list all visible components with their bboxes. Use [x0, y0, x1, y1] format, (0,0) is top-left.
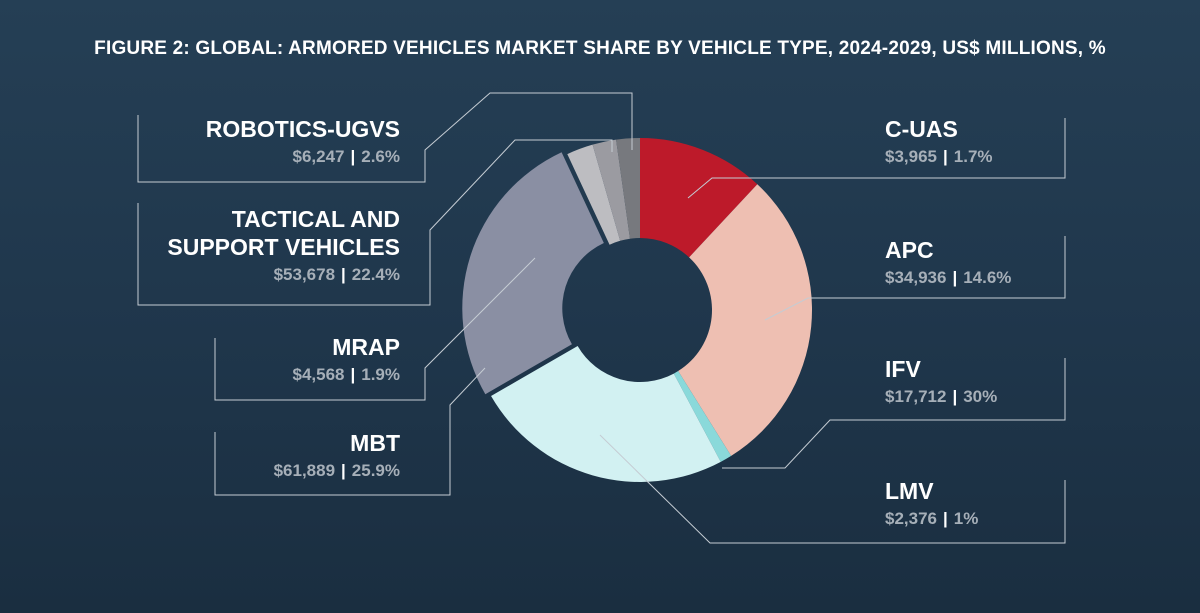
label-robotics: ROBOTICS-UGVS $6,247 | 2.6% [140, 115, 400, 169]
leader-line-cuas [687, 118, 1066, 199]
label-apc: APC $34,936 | 14.6% [885, 236, 1085, 290]
label-mbt-name: MBT [350, 430, 400, 456]
label-mbt-value: $61,889 | 25.9% [273, 461, 400, 480]
label-mbt: MBT $61,889 | 25.9% [140, 429, 400, 483]
leader-line-robotics [137, 92, 633, 183]
slice-apc [678, 184, 812, 456]
leader-line-lmv [599, 434, 1066, 544]
slice-robotics [616, 138, 640, 239]
label-tactical-value: $53,678 | 22.4% [273, 265, 400, 284]
slice-cuas [640, 138, 758, 258]
label-mrap-name: MRAP [332, 334, 400, 360]
slice-mrap [592, 139, 630, 241]
label-mrap-value: $4,568 | 1.9% [292, 365, 400, 384]
label-tactical: TACTICAL AND SUPPORT VEHICLES $53,678 | 22… [140, 205, 400, 287]
slice-tactical [567, 144, 621, 245]
label-tactical-name-line2: SUPPORT VEHICLES [167, 234, 400, 260]
label-lmv-value: $2,376 | 1% [885, 509, 979, 528]
label-apc-value: $34,936 | 14.6% [885, 268, 1012, 287]
slice-ifv [673, 371, 732, 462]
label-lmv: LMV $2,376 | 1% [885, 477, 1085, 531]
label-robotics-value: $6,247 | 2.6% [292, 147, 400, 166]
label-cuas-value: $3,965 | 1.7% [885, 147, 993, 166]
slice-lmv [491, 346, 721, 482]
label-tactical-name-line1: TACTICAL AND [231, 206, 400, 232]
leader-line-mrap [214, 257, 536, 401]
chart-title: FIGURE 2: GLOBAL: ARMORED VEHICLES MARKE… [94, 38, 1106, 59]
label-mrap: MRAP $4,568 | 1.9% [140, 333, 400, 387]
label-apc-name: APC [885, 237, 934, 263]
label-ifv: IFV $17,712 | 30% [885, 355, 1085, 409]
leader-line-ifv [722, 358, 1066, 469]
leader-line-tactical [137, 139, 613, 306]
leader-line-apc [764, 236, 1066, 321]
label-cuas: C-UAS $3,965 | 1.7% [885, 115, 1085, 169]
label-robotics-name: ROBOTICS-UGVS [205, 116, 400, 142]
label-ifv-value: $17,712 | 30% [885, 387, 998, 406]
slice-mbt [462, 152, 604, 395]
label-ifv-name: IFV [885, 356, 921, 382]
leader-line-mbt [214, 367, 486, 496]
label-cuas-name: C-UAS [885, 116, 958, 142]
label-lmv-name: LMV [885, 478, 934, 504]
